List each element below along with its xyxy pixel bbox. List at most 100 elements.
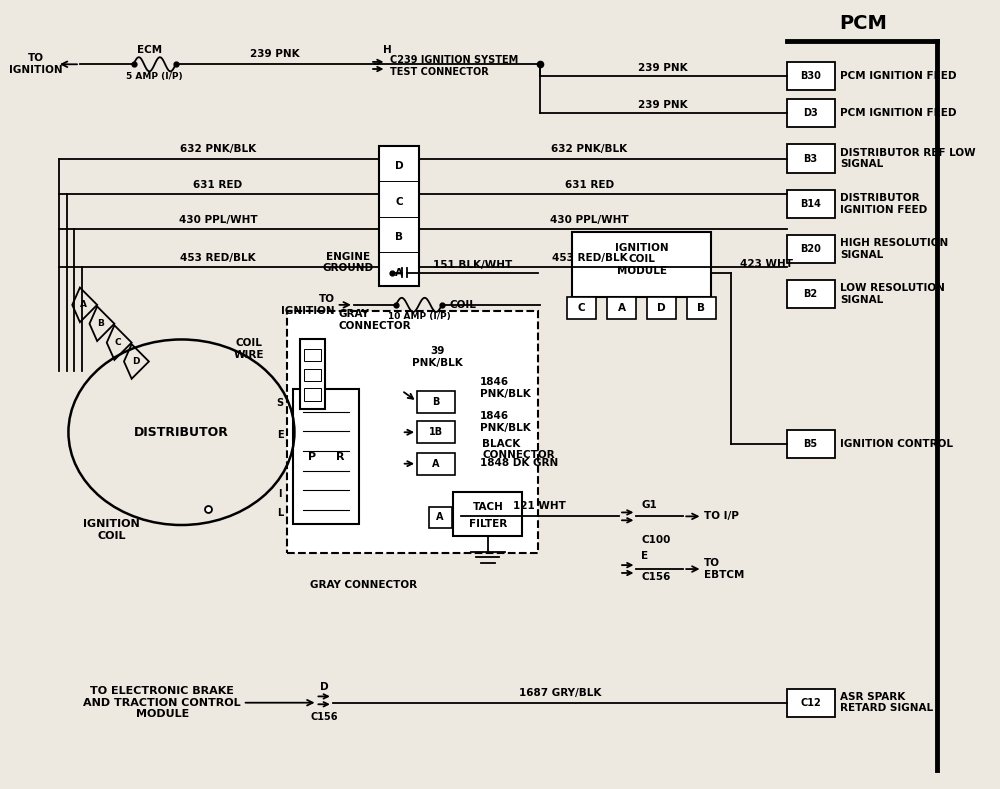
Text: B30: B30 <box>800 71 821 81</box>
Text: C156: C156 <box>641 572 671 582</box>
Bar <box>287 311 538 553</box>
Text: C12: C12 <box>800 697 821 708</box>
Text: D3: D3 <box>803 108 818 118</box>
Text: 10 AMP (I/P): 10 AMP (I/P) <box>388 312 450 321</box>
Text: A: A <box>618 303 626 313</box>
Text: B14: B14 <box>800 200 821 209</box>
Bar <box>300 339 325 409</box>
Text: A: A <box>432 458 440 469</box>
Text: 632 PNK/BLK: 632 PNK/BLK <box>551 144 627 154</box>
Text: B: B <box>98 320 104 328</box>
Text: TO ELECTRONIC BRAKE
AND TRACTION CONTROL
MODULE: TO ELECTRONIC BRAKE AND TRACTION CONTROL… <box>83 686 241 720</box>
Bar <box>787 689 835 717</box>
Bar <box>304 388 321 401</box>
Text: C239 IGNITION SYSTEM
TEST CONNECTOR: C239 IGNITION SYSTEM TEST CONNECTOR <box>390 55 518 77</box>
Text: GRAY
CONNECTOR: GRAY CONNECTOR <box>338 309 411 331</box>
Text: 151 BLK/WHT: 151 BLK/WHT <box>433 260 512 270</box>
Text: TACH: TACH <box>472 502 503 511</box>
Text: DISTRIBUTOR
IGNITION FEED: DISTRIBUTOR IGNITION FEED <box>840 193 928 215</box>
Text: 5 AMP (I/P): 5 AMP (I/P) <box>126 73 183 81</box>
Text: IGNITION CONTROL: IGNITION CONTROL <box>840 439 953 449</box>
Text: D: D <box>132 357 139 366</box>
Text: D: D <box>657 303 666 313</box>
Text: 430 PPL/WHT: 430 PPL/WHT <box>550 215 629 225</box>
Bar <box>567 297 596 319</box>
Bar <box>647 297 676 319</box>
Bar <box>417 391 455 413</box>
Text: COIL
WIRE: COIL WIRE <box>233 338 264 360</box>
Text: R: R <box>336 451 345 462</box>
Text: A: A <box>80 301 87 309</box>
Text: IGNITION
COIL
MODULE: IGNITION COIL MODULE <box>615 242 668 276</box>
Text: DISTRIBUTOR REF LOW
SIGNAL: DISTRIBUTOR REF LOW SIGNAL <box>840 148 976 170</box>
Text: A: A <box>436 512 444 522</box>
Text: 239 PNK: 239 PNK <box>638 100 688 110</box>
Text: BLACK
CONNECTOR: BLACK CONNECTOR <box>482 439 555 460</box>
Text: GRAY CONNECTOR: GRAY CONNECTOR <box>310 580 417 589</box>
Bar <box>787 99 835 127</box>
Bar <box>453 492 522 536</box>
Text: C156: C156 <box>310 712 338 722</box>
Bar <box>304 349 321 361</box>
Text: I: I <box>278 489 282 499</box>
Text: G1: G1 <box>641 499 657 510</box>
Bar <box>607 297 636 319</box>
Text: 423 WHT: 423 WHT <box>740 259 793 269</box>
Text: B5: B5 <box>804 439 818 449</box>
Text: D: D <box>395 162 403 171</box>
Text: 631 RED: 631 RED <box>193 180 242 189</box>
Text: D: D <box>320 682 328 692</box>
Text: 453 RED/BLK: 453 RED/BLK <box>552 252 627 263</box>
Text: B: B <box>395 232 403 242</box>
Bar <box>417 453 455 475</box>
Text: 632 PNK/BLK: 632 PNK/BLK <box>180 144 256 154</box>
Bar <box>787 190 835 219</box>
Text: A: A <box>395 267 403 278</box>
Bar <box>787 144 835 173</box>
Text: P: P <box>308 451 316 462</box>
Text: ASR SPARK
RETARD SIGNAL: ASR SPARK RETARD SIGNAL <box>840 692 933 713</box>
Bar <box>787 280 835 308</box>
Text: C: C <box>395 197 403 207</box>
Text: ENGINE
GROUND: ENGINE GROUND <box>323 252 374 273</box>
Text: 1848 DK GRN: 1848 DK GRN <box>480 458 558 468</box>
Bar <box>417 421 455 443</box>
Bar <box>379 146 419 286</box>
Bar <box>429 507 452 528</box>
Text: 1846
PNK/BLK: 1846 PNK/BLK <box>480 377 531 399</box>
Text: B: B <box>697 303 705 313</box>
Text: S: S <box>277 398 284 408</box>
Text: 1846
PNK/BLK: 1846 PNK/BLK <box>480 411 531 433</box>
Text: COIL: COIL <box>450 300 476 310</box>
Text: B: B <box>432 397 440 406</box>
Text: 631 RED: 631 RED <box>565 180 614 189</box>
Text: TO I/P: TO I/P <box>704 511 739 522</box>
Bar <box>293 389 359 524</box>
Text: B3: B3 <box>804 154 818 163</box>
Text: TO
IGNITION: TO IGNITION <box>9 54 63 75</box>
Text: 121 WHT: 121 WHT <box>513 501 566 511</box>
Text: PCM: PCM <box>839 14 887 33</box>
Text: TO
IGNITION: TO IGNITION <box>281 294 335 316</box>
Text: C100: C100 <box>641 535 671 545</box>
Text: E: E <box>277 429 283 439</box>
Text: ECM: ECM <box>137 45 162 55</box>
Text: PCM IGNITION FEED: PCM IGNITION FEED <box>840 71 957 81</box>
Text: 1B: 1B <box>429 427 443 437</box>
Bar <box>304 368 321 381</box>
Text: TO
EBTCM: TO EBTCM <box>704 559 745 580</box>
Text: DISTRIBUTOR: DISTRIBUTOR <box>134 426 229 439</box>
Bar <box>687 297 716 319</box>
Text: L: L <box>277 508 283 518</box>
Text: 239 PNK: 239 PNK <box>638 63 688 73</box>
Text: 430 PPL/WHT: 430 PPL/WHT <box>179 215 257 225</box>
Text: C: C <box>578 303 586 313</box>
Text: LOW RESOLUTION
SIGNAL: LOW RESOLUTION SIGNAL <box>840 283 945 305</box>
Bar <box>787 62 835 90</box>
Text: B20: B20 <box>800 244 821 254</box>
Text: 1687 GRY/BLK: 1687 GRY/BLK <box>519 688 602 698</box>
Bar <box>787 430 835 458</box>
Text: FILTER: FILTER <box>469 519 507 529</box>
Text: B2: B2 <box>804 289 818 299</box>
Text: E: E <box>641 551 648 561</box>
